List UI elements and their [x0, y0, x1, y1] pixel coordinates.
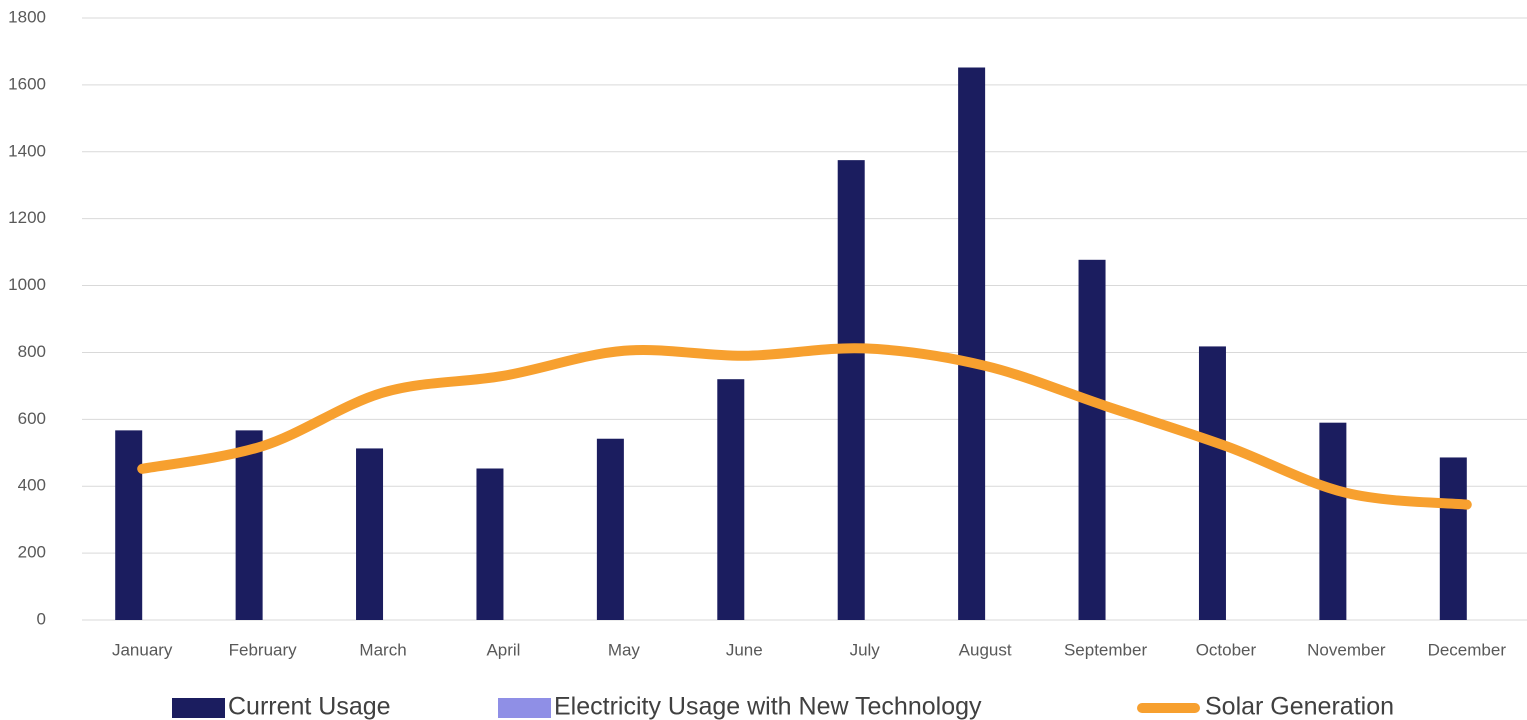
bar: [958, 67, 986, 620]
bar: [1439, 457, 1467, 620]
y-tick-label: 1200: [8, 208, 46, 227]
legend-label: Electricity Usage with New Technology: [554, 693, 982, 720]
y-tick-label: 0: [37, 609, 46, 628]
bar: [596, 438, 624, 620]
legend-label: Solar Generation: [1205, 693, 1394, 720]
legend-swatch: [498, 698, 551, 718]
bar: [356, 448, 384, 620]
bar: [235, 430, 263, 620]
bar: [1319, 422, 1347, 620]
x-tick-label: February: [229, 640, 298, 659]
y-tick-label: 1600: [8, 74, 46, 93]
bar: [1078, 259, 1106, 620]
x-tick-label: January: [112, 640, 173, 659]
x-tick-label: March: [359, 640, 406, 659]
bar: [476, 468, 504, 620]
y-tick-label: 400: [18, 476, 46, 495]
x-tick-label: November: [1307, 640, 1386, 659]
y-tick-label: 1400: [8, 141, 46, 160]
y-tick-label: 800: [18, 342, 46, 361]
legend-label: Current Usage: [228, 693, 391, 720]
x-tick-label: July: [850, 640, 881, 659]
x-tick-label: September: [1064, 640, 1147, 659]
x-tick-label: December: [1428, 640, 1507, 659]
x-tick-label: October: [1196, 640, 1257, 659]
x-tick-label: August: [959, 640, 1012, 659]
bar: [115, 430, 143, 620]
y-tick-label: 200: [18, 543, 46, 562]
x-tick-label: June: [726, 640, 763, 659]
y-tick-label: 600: [18, 409, 46, 428]
x-tick-label: May: [608, 640, 641, 659]
bar: [837, 160, 865, 620]
line: [137, 343, 1472, 510]
x-tick-label: April: [486, 640, 520, 659]
legend-swatch: [172, 698, 225, 718]
bar: [1198, 346, 1226, 620]
y-tick-label: 1800: [8, 7, 46, 26]
y-tick-label: 1000: [8, 275, 46, 294]
bar: [717, 379, 745, 620]
